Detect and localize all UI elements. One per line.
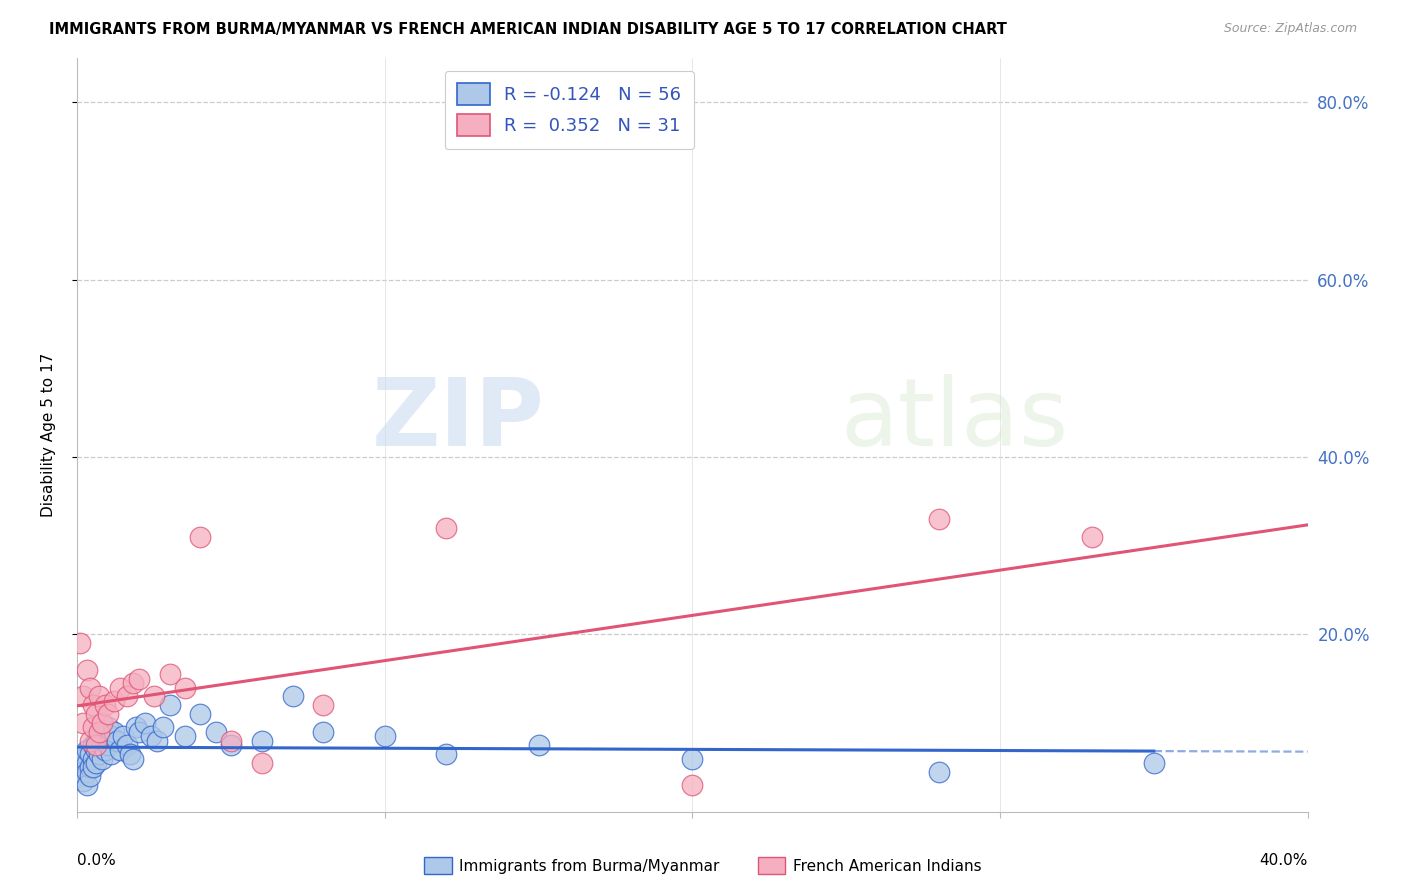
- Point: [90, 725, 114, 739]
- Point: [204, 725, 226, 739]
- Point: [90, 738, 114, 752]
- Point: [94, 733, 117, 747]
- Point: [682, 778, 704, 792]
- Legend: Immigrants from Burma/Myanmar, French American Indians: Immigrants from Burma/Myanmar, French Am…: [418, 851, 988, 880]
- Point: [82, 751, 104, 765]
- Point: [82, 721, 104, 735]
- Point: [103, 725, 125, 739]
- Text: ZIP: ZIP: [373, 374, 546, 466]
- Point: [1081, 530, 1104, 544]
- Point: [76, 756, 98, 770]
- Point: [79, 769, 101, 783]
- Point: [121, 751, 143, 765]
- Text: Source: ZipAtlas.com: Source: ZipAtlas.com: [1223, 22, 1357, 36]
- Point: [84, 733, 107, 747]
- Point: [84, 756, 107, 770]
- Point: [374, 730, 396, 744]
- Point: [527, 738, 550, 752]
- Point: [174, 681, 197, 695]
- Text: atlas: atlas: [841, 374, 1069, 466]
- Point: [94, 742, 117, 756]
- Point: [84, 707, 107, 722]
- Point: [69, 769, 91, 783]
- Point: [76, 663, 98, 677]
- Point: [312, 725, 335, 739]
- Point: [84, 742, 107, 756]
- Point: [128, 672, 150, 686]
- Point: [110, 681, 132, 695]
- Point: [69, 760, 91, 774]
- Point: [250, 733, 273, 747]
- Point: [79, 733, 101, 747]
- Point: [115, 690, 138, 704]
- Point: [436, 521, 458, 535]
- Point: [87, 730, 110, 744]
- Point: [76, 764, 98, 779]
- Point: [100, 747, 122, 761]
- Point: [69, 636, 91, 650]
- Point: [159, 667, 181, 681]
- Point: [188, 530, 212, 544]
- Point: [76, 778, 98, 792]
- Point: [87, 725, 110, 739]
- Point: [97, 738, 120, 752]
- Point: [105, 733, 128, 747]
- Legend: R = -0.124   N = 56, R =  0.352   N = 31: R = -0.124 N = 56, R = 0.352 N = 31: [444, 70, 695, 149]
- Point: [250, 756, 273, 770]
- Point: [121, 676, 143, 690]
- Point: [87, 690, 110, 704]
- Point: [682, 751, 704, 765]
- Point: [100, 730, 122, 744]
- Point: [436, 747, 458, 761]
- Point: [103, 694, 125, 708]
- Point: [79, 760, 101, 774]
- Point: [141, 730, 163, 744]
- Point: [134, 716, 156, 731]
- Point: [125, 721, 148, 735]
- Point: [72, 690, 94, 704]
- Point: [82, 698, 104, 713]
- Point: [72, 773, 94, 788]
- Point: [79, 681, 101, 695]
- Point: [82, 760, 104, 774]
- Point: [112, 730, 135, 744]
- Point: [188, 707, 212, 722]
- Point: [118, 747, 141, 761]
- Point: [928, 764, 950, 779]
- Point: [281, 690, 304, 704]
- Point: [90, 716, 114, 731]
- Point: [110, 742, 132, 756]
- Point: [84, 738, 107, 752]
- Y-axis label: Disability Age 5 to 17: Disability Age 5 to 17: [42, 352, 56, 517]
- Point: [219, 738, 242, 752]
- Point: [146, 733, 169, 747]
- Point: [76, 742, 98, 756]
- Point: [1143, 756, 1166, 770]
- Text: 40.0%: 40.0%: [1260, 853, 1308, 868]
- Point: [312, 698, 335, 713]
- Point: [72, 764, 94, 779]
- Point: [219, 733, 242, 747]
- Point: [87, 747, 110, 761]
- Text: 0.0%: 0.0%: [77, 853, 117, 868]
- Point: [928, 512, 950, 526]
- Point: [128, 725, 150, 739]
- Point: [82, 738, 104, 752]
- Point: [152, 721, 174, 735]
- Point: [159, 698, 181, 713]
- Point: [72, 751, 94, 765]
- Text: IMMIGRANTS FROM BURMA/MYANMAR VS FRENCH AMERICAN INDIAN DISABILITY AGE 5 TO 17 C: IMMIGRANTS FROM BURMA/MYANMAR VS FRENCH …: [49, 22, 1007, 37]
- Point: [97, 721, 120, 735]
- Point: [94, 698, 117, 713]
- Point: [72, 716, 94, 731]
- Point: [174, 730, 197, 744]
- Point: [143, 690, 166, 704]
- Point: [97, 707, 120, 722]
- Point: [115, 738, 138, 752]
- Point: [79, 747, 101, 761]
- Point: [90, 751, 114, 765]
